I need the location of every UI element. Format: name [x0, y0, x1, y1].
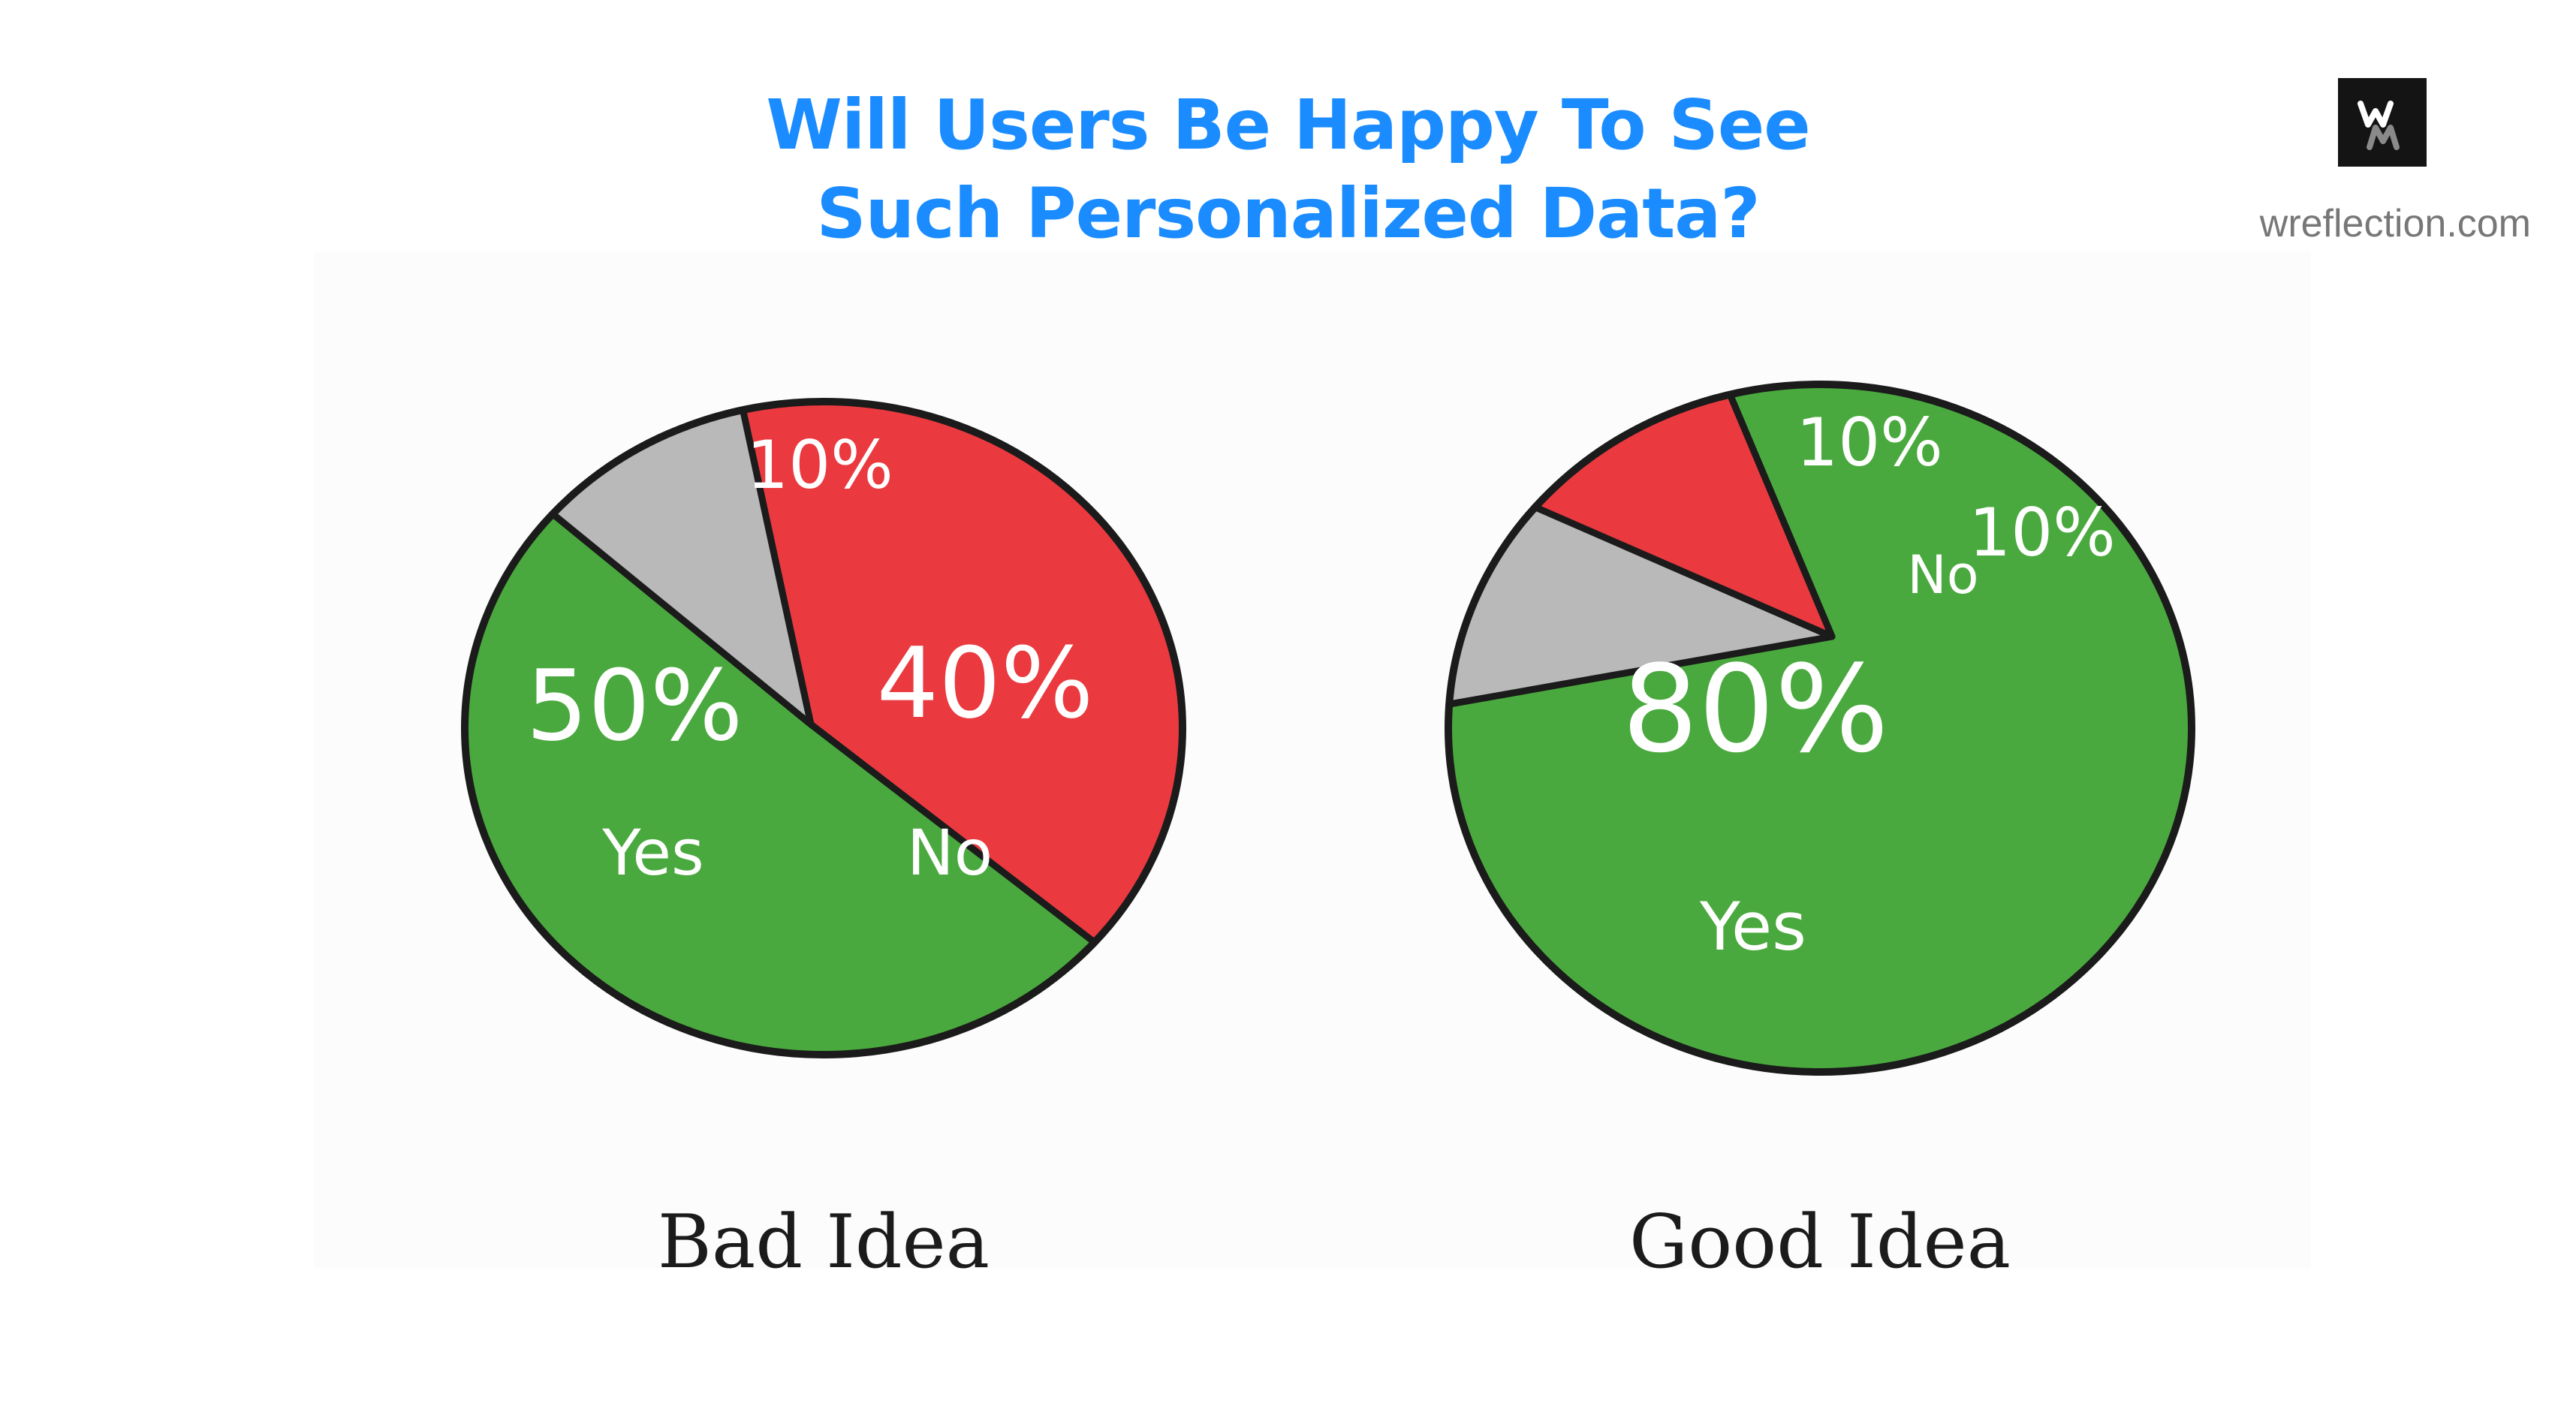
pie-1-slice-name-yes: Yes [1699, 888, 1806, 965]
pie-1-outline [1445, 381, 2195, 1076]
pie-0-slice-name-no: No [907, 816, 993, 890]
pie-1-percent-label-2: 10% [1796, 404, 1943, 481]
caption-good-idea: Good Idea [1629, 1200, 2011, 1285]
chart-title: Will Users Be Happy To See Such Personal… [0, 81, 2576, 258]
pie-chart-bad-idea: 50% Yes 40% No 10% [461, 398, 1186, 1058]
pie-0-percent-label-0: 50% [526, 649, 743, 763]
pie-0-slice-name-yes: Yes [601, 816, 704, 890]
pie-0-percent-label-2: 10% [746, 426, 893, 504]
brand-logo [2338, 78, 2427, 167]
site-url: wreflection.com [2259, 202, 2531, 245]
pie-0-percent-label-1: 40% [877, 626, 1094, 740]
caption-bad-idea: Bad Idea [658, 1200, 990, 1285]
pie-0-outline [461, 398, 1186, 1058]
pie-1-percent-label-1: 10% [1969, 494, 2116, 571]
chart-title-line-1: Will Users Be Happy To See [766, 85, 1810, 165]
chart-title-line-2: Such Personalized Data? [816, 173, 1760, 254]
pie-1-percent-label-0: 80% [1622, 639, 1889, 779]
pie-1-slice-name-no: No [1907, 544, 1978, 606]
